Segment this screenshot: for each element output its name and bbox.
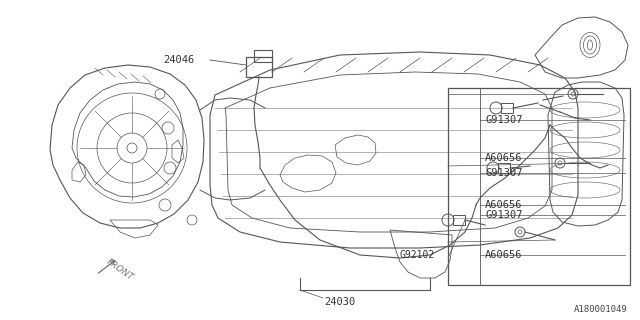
Text: 24046: 24046	[163, 55, 195, 65]
Text: G91307: G91307	[485, 168, 522, 178]
Text: A180001049: A180001049	[574, 305, 628, 314]
Text: G91307: G91307	[485, 210, 522, 220]
Text: G91307: G91307	[485, 115, 522, 125]
Text: A60656: A60656	[485, 153, 522, 163]
Text: G92102: G92102	[400, 250, 435, 260]
Text: A60656: A60656	[485, 250, 522, 260]
Bar	[246, 57, 272, 77]
Text: FRONT: FRONT	[105, 257, 135, 282]
Text: A60656: A60656	[485, 200, 522, 210]
Bar	[254, 50, 272, 62]
Bar	[448, 88, 630, 285]
Text: 24030: 24030	[324, 297, 355, 307]
